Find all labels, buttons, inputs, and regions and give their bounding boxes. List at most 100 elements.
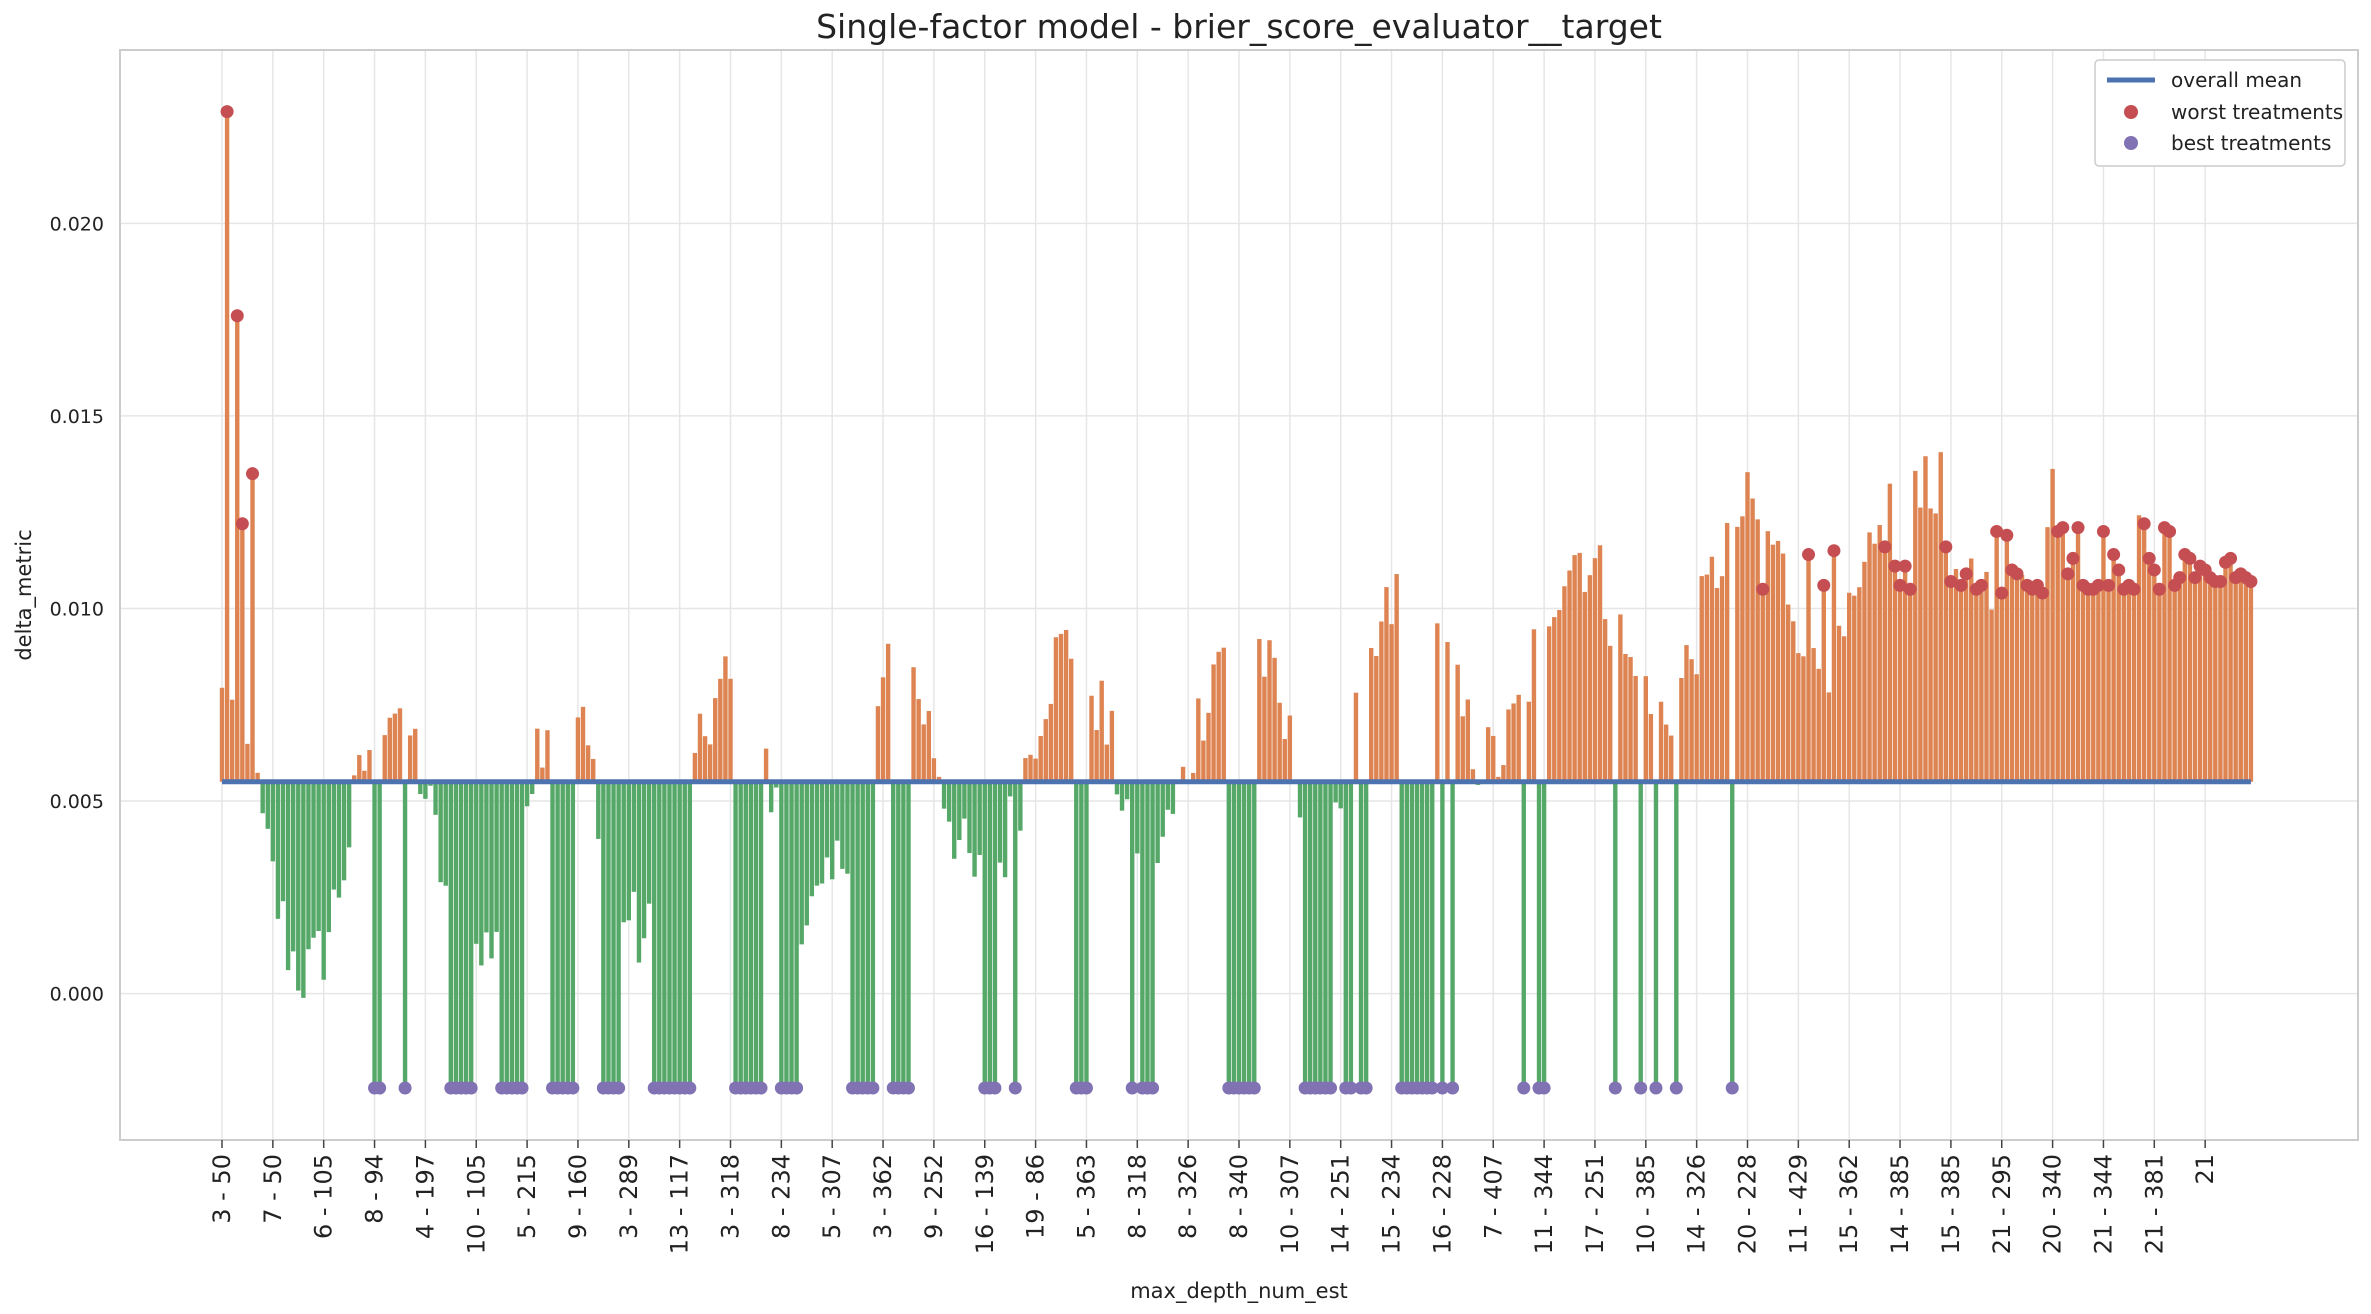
x-tick-label: 15 - 385 [1937, 1154, 1965, 1254]
bar [306, 781, 311, 950]
worst-treatment-point [1995, 586, 2009, 600]
bar [311, 781, 316, 938]
x-tick-label: 19 - 86 [1022, 1154, 1050, 1239]
bar [1821, 585, 1826, 782]
bar [1526, 701, 1532, 782]
bar [1643, 676, 1648, 782]
bar [1623, 653, 1628, 782]
bar [2085, 589, 2091, 782]
bar [1170, 781, 1176, 814]
bar [550, 781, 555, 1089]
worst-treatment-point [1944, 575, 1958, 589]
bar [1923, 456, 1928, 782]
bar [489, 781, 494, 959]
x-tick-label: 3 - 289 [615, 1154, 643, 1239]
bar [1816, 668, 1821, 782]
y-axis-label: delta_metric [12, 529, 37, 660]
bar [1796, 653, 1801, 782]
x-tick-label: 16 - 139 [971, 1154, 999, 1254]
bar [1043, 719, 1048, 782]
bar [860, 781, 865, 1089]
bar [1114, 781, 1120, 795]
best-treatment-point [373, 1081, 387, 1095]
bar [707, 744, 713, 782]
bar [774, 781, 779, 788]
bar [1618, 614, 1623, 782]
bar [840, 781, 845, 869]
bar [611, 781, 616, 1089]
bar [1714, 588, 1720, 782]
bar [1597, 545, 1603, 782]
bar [743, 781, 748, 1089]
bar [453, 781, 459, 1089]
bar [1628, 656, 1633, 782]
bar [240, 523, 245, 782]
bar [931, 758, 937, 782]
bar [1201, 740, 1206, 782]
bar [1485, 727, 1491, 782]
bar [723, 656, 728, 782]
bar [296, 781, 301, 991]
bar [1333, 781, 1338, 803]
bar [2116, 569, 2121, 782]
bar [290, 781, 296, 952]
bar [2060, 527, 2065, 782]
bar [1587, 575, 1593, 782]
bar [906, 781, 911, 1089]
bar [565, 781, 570, 1089]
bar [321, 781, 326, 980]
bar [1552, 617, 1557, 782]
worst-treatment-point [1974, 578, 1988, 592]
best-treatment-point [1247, 1081, 1261, 1095]
bar [799, 781, 804, 945]
x-tick-label: 14 - 326 [1683, 1154, 1711, 1254]
bar [219, 687, 225, 782]
bar [1409, 781, 1415, 1089]
bar [1465, 699, 1471, 782]
worst-treatment-point [2142, 551, 2156, 565]
bar [2065, 573, 2071, 782]
bar [1501, 765, 1506, 782]
y-tick-label: 0.020 [50, 213, 104, 235]
x-tick-label: 10 - 105 [462, 1154, 490, 1254]
bar [1419, 781, 1425, 1089]
bar [2101, 531, 2106, 782]
bar [1074, 781, 1079, 1089]
bar [1206, 712, 1211, 782]
bar [1831, 550, 1837, 782]
bar [407, 735, 413, 782]
bar [697, 713, 703, 782]
best-treatment-point [1634, 1081, 1648, 1095]
bar [946, 781, 952, 822]
bar [702, 736, 708, 782]
bar [2162, 527, 2167, 782]
bar [1007, 781, 1013, 797]
bar [499, 781, 504, 1089]
worst-treatment-point [2071, 521, 2085, 535]
worst-treatment-point [1893, 578, 1907, 592]
bar [1902, 566, 1908, 782]
bar [1719, 576, 1725, 782]
best-treatment-point [1649, 1081, 1663, 1095]
bar [1541, 781, 1547, 1089]
bar [1908, 589, 1913, 782]
bar [397, 708, 403, 782]
best-treatment-point [1669, 1081, 1683, 1095]
x-tick-label: 8 - 318 [1123, 1154, 1151, 1239]
worst-treatment-point [1888, 559, 1902, 573]
worst-treatment-point [2163, 524, 2177, 538]
worst-treatment-point [1878, 540, 1892, 554]
bar [2197, 566, 2203, 782]
bar [1297, 781, 1303, 818]
bar [443, 781, 448, 886]
bar [285, 781, 291, 971]
bar [1613, 781, 1618, 1089]
bar [2243, 577, 2249, 782]
bar [1221, 647, 1226, 782]
bar [509, 781, 515, 1089]
bar [1084, 781, 1089, 1089]
bar [479, 781, 484, 966]
bar [682, 781, 687, 1089]
bar [1887, 483, 1893, 782]
x-tick-label: 21 [2191, 1154, 2219, 1185]
